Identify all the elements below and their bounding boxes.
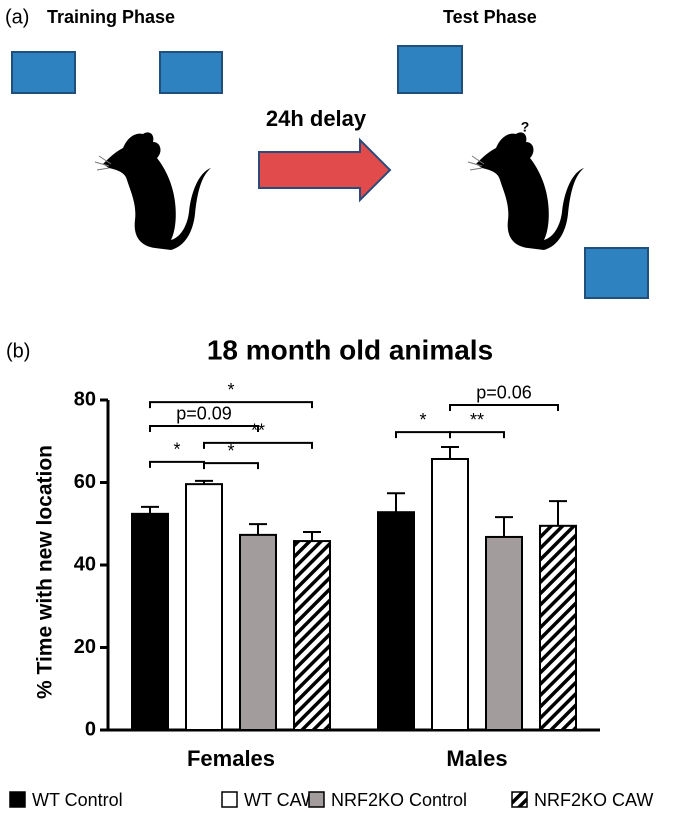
significance-label: p=0.06 [476, 383, 532, 403]
significance-label: * [227, 380, 234, 400]
significance-label: p=0.09 [176, 404, 232, 424]
legend-swatch [511, 791, 528, 808]
objects [11, 45, 649, 299]
x-tick-label: Females [187, 746, 275, 771]
significance-bracket [395, 431, 451, 439]
legend-swatch [308, 791, 325, 808]
bar [131, 512, 169, 731]
y-tick-label: 40 [74, 553, 96, 575]
bar [293, 540, 331, 732]
bar [239, 533, 277, 732]
mouse [94, 131, 212, 251]
bar [185, 483, 223, 731]
question-mark: ? [521, 119, 530, 135]
legend-label: NRF2KO CAW [534, 790, 653, 810]
significance-label: * [227, 441, 234, 461]
y-tick-label: 80 [74, 388, 96, 410]
bar [431, 457, 469, 731]
bar [485, 535, 523, 732]
significance-bracket [149, 460, 205, 468]
chart-title: 18 month old animals [207, 334, 493, 365]
y-tick-label: 0 [85, 718, 96, 740]
panel-label: (a) [5, 6, 29, 28]
y-tick-label: 60 [74, 471, 96, 493]
significance-bracket [203, 441, 313, 449]
y-tick-label: 20 [74, 636, 96, 658]
significance-bracket [203, 462, 259, 470]
significance-label: ** [470, 410, 484, 430]
phase-label: Test Phase [443, 7, 537, 27]
delay-label: 24h delay [266, 106, 367, 131]
legend-label: NRF2KO Control [331, 790, 467, 810]
legend-label: WT Control [32, 790, 123, 810]
significance-label: ** [251, 421, 265, 441]
legend-swatch [9, 791, 26, 808]
bar [377, 511, 415, 732]
significance-bracket [449, 431, 505, 439]
y-axis-label: % Time with new location [34, 445, 57, 699]
legend-label: WT CAW [244, 790, 318, 810]
significance-label: * [173, 440, 180, 460]
arrow [258, 137, 392, 203]
significance-bracket [149, 424, 259, 432]
significance-bracket [149, 401, 313, 409]
panel-label: (b) [6, 340, 30, 362]
phase-label: Training Phase [47, 7, 175, 27]
significance-bracket [449, 403, 559, 411]
bar [539, 524, 577, 731]
significance-label: * [419, 410, 426, 430]
x-tick-label: Males [446, 746, 507, 771]
legend-swatch [221, 791, 238, 808]
mouse [467, 131, 585, 251]
